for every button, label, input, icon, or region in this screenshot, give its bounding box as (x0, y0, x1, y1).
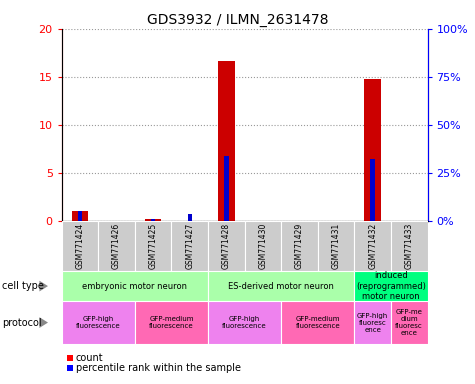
Text: count: count (76, 353, 104, 363)
Bar (224, 157, 228, 221)
Text: GSM771425: GSM771425 (149, 223, 158, 269)
Bar (208, 301, 281, 344)
Bar (66, 365, 73, 371)
Text: GFP-high
fluorescence: GFP-high fluorescence (222, 316, 267, 329)
Bar (171, 221, 208, 271)
Text: induced
(reprogrammed)
motor neuron: induced (reprogrammed) motor neuron (356, 271, 426, 301)
Bar (151, 219, 155, 221)
Text: GSM771430: GSM771430 (258, 223, 267, 269)
Bar (188, 214, 192, 221)
Bar (281, 221, 318, 271)
Bar (208, 221, 245, 271)
Bar (98, 221, 135, 271)
Text: GFP-medium
fluorescence: GFP-medium fluorescence (149, 316, 194, 329)
Text: GFP-me
dium
fluoresc
ence: GFP-me dium fluoresc ence (395, 309, 423, 336)
Bar (208, 271, 354, 301)
Text: ES-derived motor neuron: ES-derived motor neuron (228, 281, 334, 291)
Bar (218, 61, 235, 221)
Text: GSM771426: GSM771426 (112, 223, 121, 269)
Text: protocol: protocol (2, 318, 42, 328)
Bar (62, 221, 98, 271)
Text: GDS3932 / ILMN_2631478: GDS3932 / ILMN_2631478 (147, 13, 328, 27)
Bar (135, 221, 171, 271)
Bar (78, 211, 82, 221)
Bar (62, 301, 135, 344)
Text: GSM771427: GSM771427 (185, 223, 194, 269)
Text: GSM771429: GSM771429 (295, 223, 304, 269)
Bar (370, 159, 375, 221)
Bar (281, 301, 354, 344)
Bar (354, 271, 428, 301)
Bar (391, 221, 428, 271)
Bar (354, 221, 391, 271)
Bar (62, 271, 208, 301)
Bar (391, 301, 428, 344)
Bar (72, 211, 88, 221)
Text: cell type: cell type (2, 281, 44, 291)
Text: GFP-high
fluorescence: GFP-high fluorescence (76, 316, 121, 329)
Bar (364, 79, 381, 221)
Text: GFP-high
fluoresc
ence: GFP-high fluoresc ence (357, 313, 388, 333)
Text: GSM771433: GSM771433 (405, 223, 414, 269)
Text: GSM771432: GSM771432 (368, 223, 377, 269)
Text: GFP-medium
fluorescence: GFP-medium fluorescence (295, 316, 340, 329)
Bar (135, 301, 208, 344)
Bar (245, 221, 281, 271)
Text: GSM771428: GSM771428 (222, 223, 231, 269)
Text: GSM771424: GSM771424 (76, 223, 85, 269)
Text: GSM771431: GSM771431 (332, 223, 341, 269)
Bar (66, 355, 73, 361)
Bar (354, 301, 391, 344)
Text: embryonic motor neuron: embryonic motor neuron (82, 281, 188, 291)
Bar (145, 219, 162, 221)
Text: percentile rank within the sample: percentile rank within the sample (76, 363, 241, 373)
Bar (318, 221, 354, 271)
Polygon shape (39, 281, 48, 291)
Polygon shape (39, 317, 48, 328)
